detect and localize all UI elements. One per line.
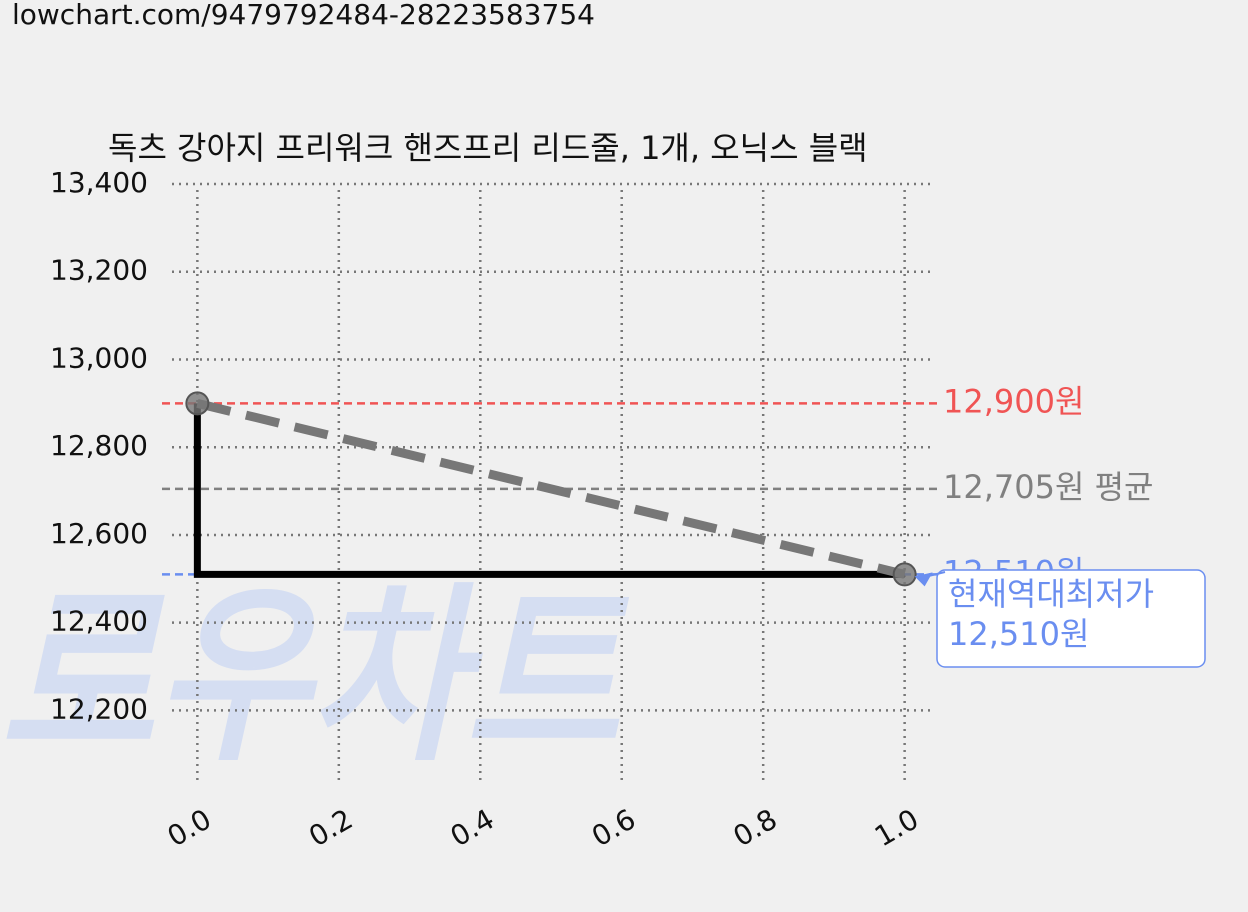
reference-label: 12,705원 평균: [943, 468, 1153, 506]
watermark: 로우차트: [0, 566, 630, 787]
page-url: lowchart.com/9479792484-28223583754: [12, 0, 595, 31]
series-line: [193, 403, 905, 578]
y-tick-label: 12,200: [50, 692, 148, 725]
annotation-text: 현재역대최저가: [948, 575, 1154, 613]
y-tick-label: 12,400: [50, 605, 148, 638]
annotation-text: 12,510원: [948, 615, 1089, 653]
chart-title: 독츠 강아지 프리워크 핸즈프리 리드줄, 1개, 오닉스 블랙: [108, 129, 868, 167]
y-tick-label: 12,600: [50, 517, 148, 550]
y-tick-label: 13,200: [50, 254, 148, 287]
x-tick-label: 0.2: [303, 802, 358, 853]
annotation-box: [936, 569, 1206, 668]
point-marker: [892, 562, 917, 587]
annotation-arrowhead: [914, 572, 933, 587]
x-tick-label: 0.6: [586, 802, 641, 853]
y-tick-label: 13,400: [50, 166, 148, 199]
x-tick-label: 1.0: [869, 802, 924, 853]
y-tick-label: 12,800: [50, 429, 148, 462]
series-line: [196, 398, 906, 579]
x-tick-label: 0.8: [728, 802, 783, 853]
x-tick-label: 0.4: [445, 802, 500, 853]
reference-label: 12,900원: [943, 382, 1084, 420]
x-tick-label: 0.0: [162, 802, 217, 853]
point-marker: [185, 391, 210, 416]
y-tick-label: 13,000: [50, 341, 148, 374]
